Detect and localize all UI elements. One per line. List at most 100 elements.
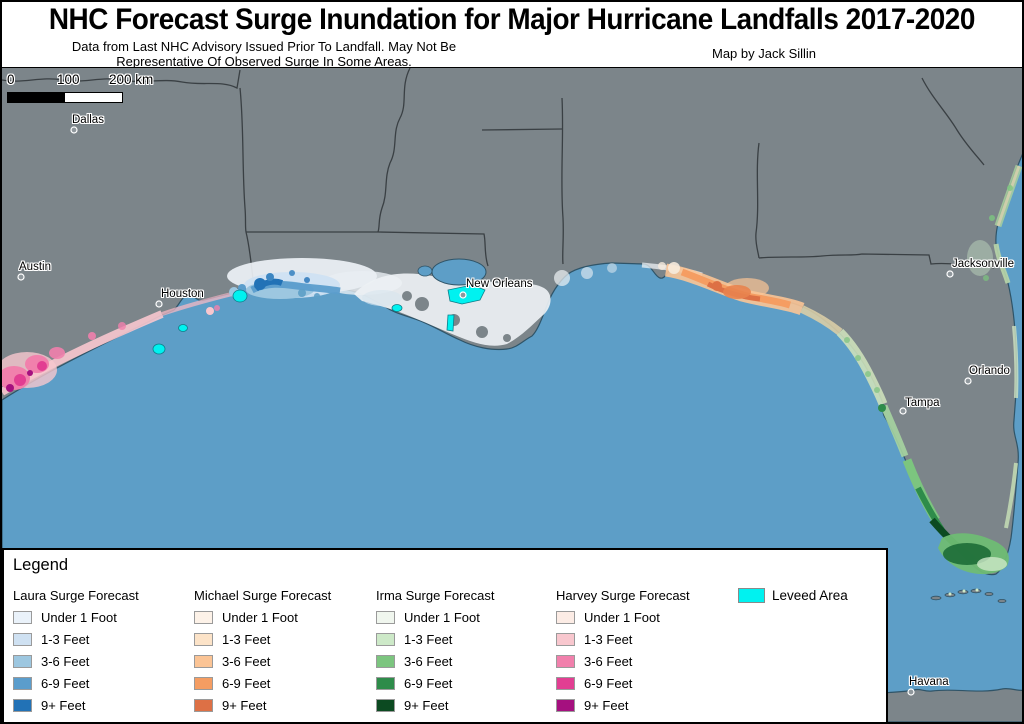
legend-item: 9+ Feet bbox=[13, 699, 194, 712]
legend-item-label: Under 1 Foot bbox=[584, 610, 660, 625]
scale-bar: 0 100 200 km bbox=[5, 72, 175, 103]
legend-item-label: 9+ Feet bbox=[404, 698, 449, 713]
legend-item-label: 3-6 Feet bbox=[584, 654, 633, 669]
leveed-area-swatch bbox=[738, 588, 765, 603]
delta-marsh-layer bbox=[354, 258, 703, 346]
legend-item-label: 9+ Feet bbox=[41, 698, 86, 713]
legend-item-label: 6-9 Feet bbox=[404, 676, 453, 691]
leveed-area-label: Leveed Area bbox=[772, 588, 848, 603]
keys-surge-specks bbox=[948, 588, 979, 596]
leveed-areas bbox=[152, 284, 486, 355]
laura-9plus-swatch bbox=[13, 699, 32, 712]
legend-group-title: Harvey Surge Forecast bbox=[556, 588, 690, 603]
legend-item-label: 9+ Feet bbox=[222, 698, 267, 713]
irma-1-3-swatch bbox=[376, 633, 395, 646]
laura-6-9-swatch bbox=[13, 677, 32, 690]
michael-1-3-swatch bbox=[194, 633, 213, 646]
harvey-3-6-swatch bbox=[556, 655, 575, 668]
legend-item-label: 1-3 Feet bbox=[41, 632, 90, 647]
city-label-orlando: Orlando bbox=[969, 365, 1010, 377]
scale-tick-0: 0 bbox=[7, 72, 15, 87]
harvey-surge-layer bbox=[2, 292, 233, 396]
legend-item: 1-3 Feet bbox=[556, 633, 738, 646]
legend-item: 9+ Feet bbox=[556, 699, 738, 712]
legend-item: Under 1 Foot bbox=[194, 611, 376, 624]
legend-item-label: Under 1 Foot bbox=[404, 610, 480, 625]
legend-leveed-area: Leveed Area bbox=[738, 588, 848, 721]
legend-panel: Legend Laura Surge Forecast Under 1 Foot… bbox=[2, 548, 888, 722]
legend-item: Under 1 Foot bbox=[556, 611, 738, 624]
page-title: NHC Forecast Surge Inundation for Major … bbox=[48, 3, 976, 36]
legend-item-label: 1-3 Feet bbox=[584, 632, 633, 647]
laura-3-6-swatch bbox=[13, 655, 32, 668]
city-label-new-orleans: New Orleans bbox=[466, 278, 533, 290]
legend-item-label: 3-6 Feet bbox=[41, 654, 90, 669]
michael-under1-swatch bbox=[194, 611, 213, 624]
legend-group-irma: Irma Surge Forecast Under 1 Foot 1-3 Fee… bbox=[376, 588, 556, 721]
map-subtitle: Data from Last NHC Advisory Issued Prior… bbox=[71, 39, 457, 69]
legend-item-label: 6-9 Feet bbox=[584, 676, 633, 691]
legend-item: 1-3 Feet bbox=[13, 633, 194, 646]
city-label-havana: Havana bbox=[909, 676, 949, 688]
michael-3-6-swatch bbox=[194, 655, 213, 668]
city-dots bbox=[17, 126, 972, 696]
city-label-dallas: Dallas bbox=[72, 114, 104, 126]
legend-item-label: 1-3 Feet bbox=[222, 632, 271, 647]
harvey-9plus-swatch bbox=[556, 699, 575, 712]
legend-item: 9+ Feet bbox=[376, 699, 556, 712]
cuba-land bbox=[847, 687, 1022, 722]
legend-item-label: 6-9 Feet bbox=[41, 676, 90, 691]
legend-item: 1-3 Feet bbox=[194, 633, 376, 646]
irma-9plus-swatch bbox=[376, 699, 395, 712]
legend-group-laura: Laura Surge Forecast Under 1 Foot 1-3 Fe… bbox=[13, 588, 194, 721]
legend-item: 1-3 Feet bbox=[376, 633, 556, 646]
legend-item: Under 1 Foot bbox=[13, 611, 194, 624]
laura-surge-layer bbox=[227, 258, 402, 299]
harvey-under1-swatch bbox=[556, 611, 575, 624]
legend-item-label: 1-3 Feet bbox=[404, 632, 453, 647]
legend-item: 9+ Feet bbox=[194, 699, 376, 712]
harvey-1-3-swatch bbox=[556, 633, 575, 646]
irma-under1-swatch bbox=[376, 611, 395, 624]
legend-item-label: 3-6 Feet bbox=[222, 654, 271, 669]
laura-under1-swatch bbox=[13, 611, 32, 624]
legend-item-label: Under 1 Foot bbox=[222, 610, 298, 625]
michael-surge-layer bbox=[658, 262, 843, 336]
irma-6-9-swatch bbox=[376, 677, 395, 690]
legend-group-title: Irma Surge Forecast bbox=[376, 588, 495, 603]
map-credit: Map by Jack Sillin bbox=[712, 46, 817, 61]
legend-group-title: Michael Surge Forecast bbox=[194, 588, 332, 603]
legend-item: 6-9 Feet bbox=[376, 677, 556, 690]
legend-group-harvey: Harvey Surge Forecast Under 1 Foot 1-3 F… bbox=[556, 588, 738, 721]
state-borders bbox=[2, 68, 995, 290]
laura-1-3-swatch bbox=[13, 633, 32, 646]
irma-surge-layer bbox=[836, 164, 1022, 575]
scale-tick-100: 100 bbox=[57, 72, 80, 87]
legend-item-label: 3-6 Feet bbox=[404, 654, 453, 669]
legend-item-label: Under 1 Foot bbox=[41, 610, 117, 625]
scale-bar-graphic bbox=[7, 92, 123, 103]
irma-3-6-swatch bbox=[376, 655, 395, 668]
legend-group-title: Laura Surge Forecast bbox=[13, 588, 139, 603]
legend-item: 3-6 Feet bbox=[376, 655, 556, 668]
city-label-tampa: Tampa bbox=[905, 397, 940, 409]
city-label-austin: Austin bbox=[19, 261, 51, 273]
legend-item: 3-6 Feet bbox=[194, 655, 376, 668]
legend-item-label: 6-9 Feet bbox=[222, 676, 271, 691]
scale-tick-200: 200 km bbox=[109, 72, 154, 87]
legend-item: 6-9 Feet bbox=[13, 677, 194, 690]
legend-item: 3-6 Feet bbox=[556, 655, 738, 668]
city-label-houston: Houston bbox=[161, 288, 204, 300]
michael-6-9-swatch bbox=[194, 677, 213, 690]
legend-title: Legend bbox=[13, 556, 69, 574]
map-canvas[interactable]: 0 100 200 km Dallas Austin Houston New O… bbox=[2, 68, 1022, 722]
legend-item: Under 1 Foot bbox=[376, 611, 556, 624]
header: NHC Forecast Surge Inundation for Major … bbox=[2, 3, 1022, 69]
legend-item: 3-6 Feet bbox=[13, 655, 194, 668]
legend-item: 6-9 Feet bbox=[194, 677, 376, 690]
legend-group-michael: Michael Surge Forecast Under 1 Foot 1-3 … bbox=[194, 588, 376, 721]
legend-item-label: 9+ Feet bbox=[584, 698, 629, 713]
legend-item: 6-9 Feet bbox=[556, 677, 738, 690]
harvey-6-9-swatch bbox=[556, 677, 575, 690]
